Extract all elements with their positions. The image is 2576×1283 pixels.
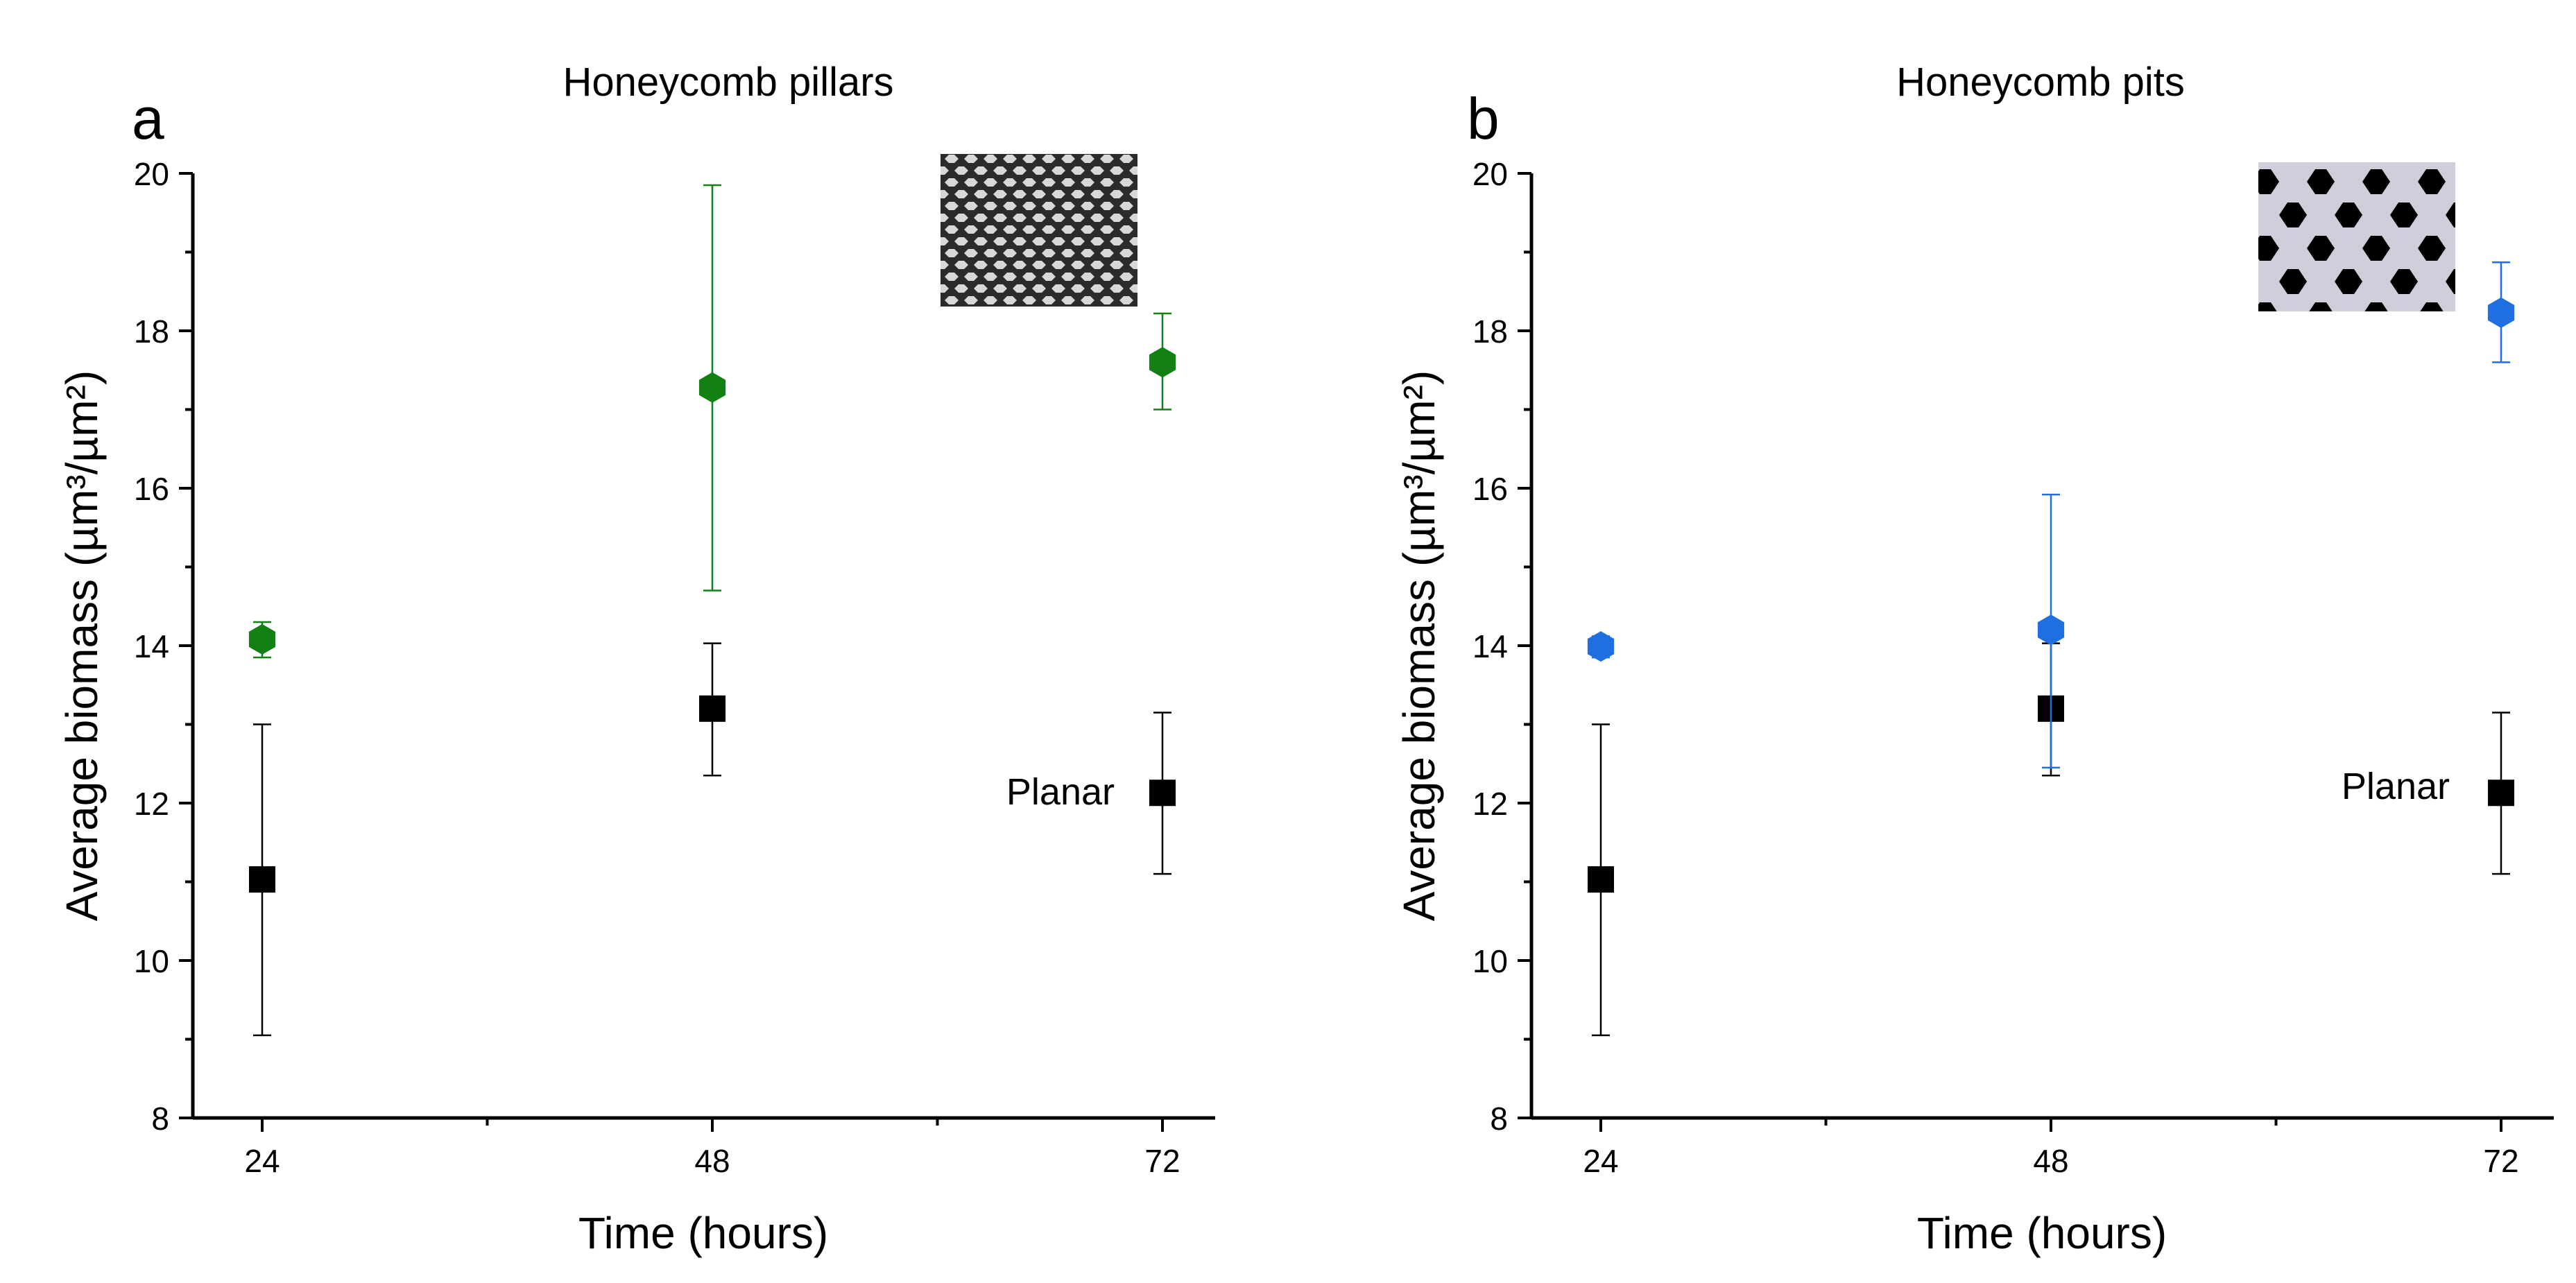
panel-a-planar-point-24 [249, 866, 275, 893]
panel-a-y-tick-label-8: 8 [151, 1101, 169, 1137]
panel-a-inset-image [941, 154, 1137, 307]
panel-a-x-axis-label: Time (hours) [578, 1208, 828, 1258]
panel-b-axes [1529, 173, 2554, 1120]
panel-b-letter: b [1467, 86, 1500, 151]
panel-a-y-axis-label: Average biomass (µm³/µm²) [57, 370, 107, 922]
panel-b-y-tick-label-14: 14 [1472, 628, 1508, 664]
panel-b-y-tick-label-12: 12 [1472, 786, 1508, 822]
panel-b-y-tick-label-20: 20 [1472, 156, 1508, 192]
panel-a-y-tick-label-16: 16 [134, 471, 169, 507]
panel-b-honeycomb-pits-point-72 [2487, 297, 2515, 328]
panel-a-letter: a [132, 86, 164, 151]
panel-b-x-axis-label: Time (hours) [1917, 1208, 2167, 1258]
panel-b-y-ticks: 8 10 12 14 16 18 20 [1472, 156, 1531, 1137]
panel-b-y-tick-label-8: 8 [1490, 1101, 1508, 1137]
panel-a-honeycomb-pillars-point-48 [698, 372, 726, 403]
panel-a-y-tick-label-18: 18 [134, 313, 169, 350]
panel-b-annotation-planar: Planar [2342, 766, 2450, 807]
panel-b-honeycomb-pits-point-48 [2037, 614, 2065, 646]
panel-b-x-tick-label-72: 72 [2483, 1143, 2518, 1179]
panel-a-y-tick-label-10: 10 [134, 943, 169, 979]
panel-b-y-tick-label-16: 16 [1472, 471, 1508, 507]
panel-a-axes [191, 173, 1215, 1120]
panel-b-honeycomb-pits-point-24 [1587, 631, 1615, 662]
panel-a-honeycomb-pillars-point-24 [248, 623, 276, 655]
panel-b-series [1587, 261, 2515, 1037]
panel-b-y-axis-label: Average biomass (µm³/µm²) [1394, 370, 1444, 922]
panel-b-planar-point-72 [2488, 780, 2514, 807]
panel-a-x-ticks: 24 48 72 [244, 1118, 1180, 1179]
panel-a-y-tick-label-14: 14 [134, 628, 169, 664]
panel-b-x-ticks: 24 48 72 [1583, 1118, 2519, 1179]
panel-b-planar-point-24 [1588, 866, 1614, 893]
panel-a-y-tick-label-12: 12 [134, 786, 169, 822]
panel-a-y-tick-label-20: 20 [134, 156, 169, 192]
panel-a-planar-point-48 [699, 695, 725, 722]
panel-a-x-tick-label-48: 48 [694, 1143, 730, 1179]
panel-b-x-tick-label-24: 24 [1583, 1143, 1618, 1179]
panel-a-x-tick-label-24: 24 [244, 1143, 280, 1179]
panel-a-planar-point-72 [1149, 780, 1176, 807]
panel-b-y-tick-label-18: 18 [1472, 313, 1508, 350]
panel-a-honeycomb-pillars-point-72 [1149, 347, 1176, 378]
panel-b-title: Honeycomb pits [1896, 60, 2185, 105]
panel-a-annotation-planar: Planar [1006, 771, 1115, 813]
panel-a-x-tick-label-72: 72 [1144, 1143, 1180, 1179]
panel-b: Honeycomb pits b 8 10 12 14 16 18 20 24 48 72 Pl… [1394, 60, 2554, 1258]
panel-b-y-tick-label-10: 10 [1472, 943, 1508, 979]
panel-a-series [248, 184, 1176, 1037]
panel-a: Honeycomb pillars a 8 10 12 14 16 18 20 24 48 72… [57, 60, 1215, 1258]
panel-b-x-tick-label-48: 48 [2033, 1143, 2068, 1179]
panel-a-y-ticks: 8 10 12 14 16 18 20 [134, 156, 193, 1137]
panel-a-title: Honeycomb pillars [563, 60, 893, 105]
panel-b-inset-image [2258, 162, 2455, 311]
